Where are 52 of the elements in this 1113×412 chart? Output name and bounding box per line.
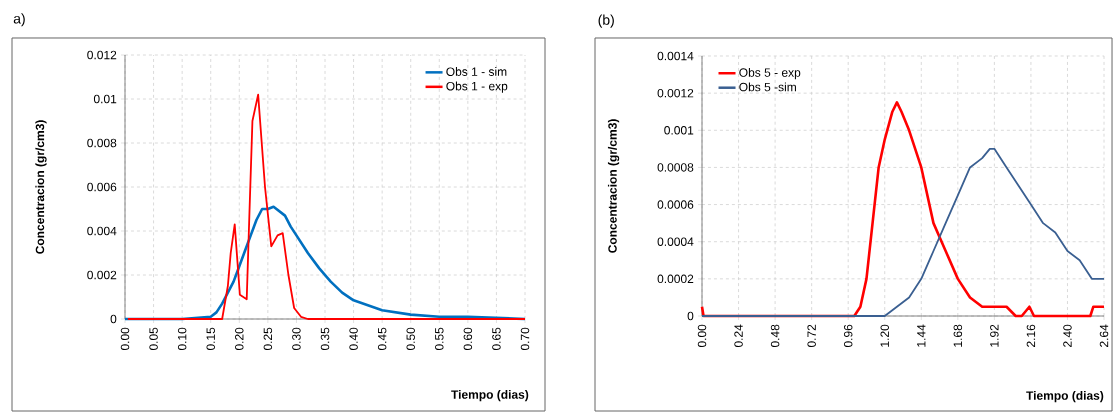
x-axis-title: Tiempo (dias) xyxy=(451,389,529,402)
x-tick-label: 0.00 xyxy=(697,324,707,348)
x-tick-label: 0.00 xyxy=(120,327,130,351)
x-tick-label: 0.05 xyxy=(149,327,158,351)
x-tick-label: 1.92 xyxy=(990,324,999,347)
y-tick-label: 0.0004 xyxy=(657,237,694,246)
x-tick-label: 0.50 xyxy=(406,327,415,351)
y-axis-title: Concentracion (gr/cm3) xyxy=(35,120,47,254)
y-tick-label: 0.006 xyxy=(87,182,117,192)
y-tick-label: 0 xyxy=(110,314,117,324)
y-tick-label: 0.0014 xyxy=(657,51,694,61)
legend-label: Obs 5 -sim xyxy=(739,82,796,92)
x-tick-label: 0.40 xyxy=(349,327,358,351)
y-tick-label: 0.0012 xyxy=(657,88,694,98)
y-tick-label: 0.004 xyxy=(87,226,117,236)
x-tick-label: 0.20 xyxy=(235,327,244,351)
x-tick-label: 1.44 xyxy=(917,324,926,347)
legend-label: Obs 1 - sim xyxy=(446,67,507,76)
y-tick-label: 0.008 xyxy=(87,138,117,148)
x-tick-label: 0.10 xyxy=(177,327,187,351)
x-tick-label: 0.25 xyxy=(263,327,273,351)
y-tick-label: 0.01 xyxy=(93,94,117,104)
x-tick-label: 0.72 xyxy=(807,324,816,348)
legend-label: Obs 5 - exp xyxy=(739,67,801,80)
x-tick-label: 0.24 xyxy=(734,324,743,348)
x-axis-title: Tiempo (dias) xyxy=(1026,391,1104,403)
y-tick-label: 0 xyxy=(687,311,694,321)
y-tick-label: 0.0006 xyxy=(657,200,694,209)
x-tick-label: 2.16 xyxy=(1026,324,1036,347)
x-tick-label: 1.20 xyxy=(880,324,889,347)
y-axis-title: Concentracion (gr/cm3) xyxy=(607,119,620,253)
y-tick-label: 0.0008 xyxy=(657,163,694,172)
x-tick-label: 0.35 xyxy=(320,327,330,351)
x-tick-label: 0.15 xyxy=(206,327,215,351)
x-tick-label: 2.64 xyxy=(1099,324,1109,347)
y-tick-label: 0.001 xyxy=(664,126,694,135)
x-tick-label: 1.68 xyxy=(953,324,963,347)
x-tick-label: 0.45 xyxy=(377,327,387,351)
y-tick-label: 0.0002 xyxy=(657,274,694,284)
x-tick-label: 0.30 xyxy=(292,327,301,351)
x-tick-label: 2.40 xyxy=(1063,324,1072,347)
x-tick-label: 0.65 xyxy=(492,327,501,351)
x-tick-label: 0.70 xyxy=(520,327,530,351)
chart-title: (b) xyxy=(598,14,614,28)
x-tick-label: 0.48 xyxy=(770,324,780,348)
x-tick-label: 0.96 xyxy=(843,324,853,348)
chart-title: a) xyxy=(13,13,25,27)
x-tick-label: 0.60 xyxy=(463,327,473,351)
legend-label: Obs 1 - exp xyxy=(446,81,508,93)
y-tick-label: 0.012 xyxy=(87,50,117,60)
x-tick-label: 0.55 xyxy=(435,327,444,351)
y-tick-label: 0.002 xyxy=(87,270,117,280)
